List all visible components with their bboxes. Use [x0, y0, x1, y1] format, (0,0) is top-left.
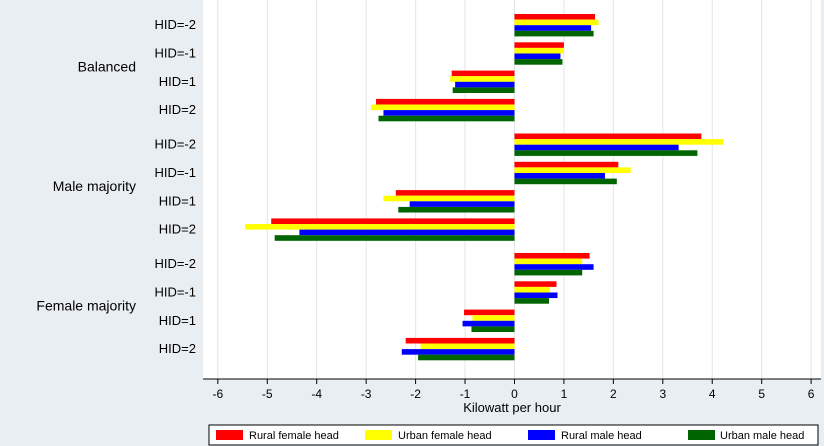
bar: [514, 139, 724, 145]
bar: [514, 253, 590, 259]
bar: [514, 150, 698, 156]
category-label: HID=1: [159, 193, 196, 208]
bar: [451, 70, 515, 77]
bar: [472, 315, 515, 321]
bar: [401, 349, 515, 355]
x-tick-label: -6: [212, 387, 223, 401]
legend-label: Urban female head: [398, 430, 492, 442]
bar: [450, 76, 515, 82]
bar: [418, 354, 515, 361]
category-label: HID=1: [159, 74, 196, 89]
x-tick-label: 4: [709, 387, 716, 401]
bar: [514, 133, 702, 140]
grid-lines: [217, 0, 812, 379]
bar: [398, 206, 515, 213]
group-label: Female majority: [36, 298, 136, 314]
bar: [383, 110, 515, 116]
x-axis-label: Kilowatt per hour: [463, 400, 561, 415]
category-label: HID=-1: [154, 46, 196, 61]
bar: [514, 292, 558, 299]
bar: [514, 298, 550, 304]
bar: [378, 115, 515, 122]
bar: [395, 190, 515, 196]
x-tick-label: 1: [561, 387, 568, 401]
x-tick-label: -3: [361, 387, 372, 401]
legend-box: [208, 424, 819, 446]
bar: [514, 286, 551, 293]
category-label: HID=-2: [154, 17, 196, 32]
bar: [514, 59, 563, 65]
bar: [514, 258, 583, 265]
category-label: HID=2: [159, 222, 196, 237]
bar: [514, 30, 594, 37]
bar: [514, 144, 679, 151]
legend: Rural female head Urban female head Rural …: [208, 424, 819, 446]
category-label: HID=2: [159, 341, 196, 356]
category-label: HID=-1: [154, 285, 196, 300]
group-label: Male majority: [53, 178, 136, 194]
bar: [383, 195, 515, 202]
bars-layer: [245, 14, 724, 361]
category-label: HID=-2: [154, 256, 196, 271]
y-axis-labels: HID=-2 HID=-1 HID=1 HID=2 Balanced HID=-2 HID=…: [36, 17, 196, 356]
x-tick-label: 3: [659, 387, 666, 401]
x-tick-label: 6: [808, 387, 815, 401]
category-label: HID=1: [159, 313, 196, 328]
bar: [514, 161, 619, 168]
bar: [514, 173, 605, 179]
bar: [514, 53, 561, 60]
category-label: HID=-1: [154, 165, 196, 180]
bar: [514, 269, 583, 276]
bar: [514, 47, 564, 54]
bar: [514, 42, 564, 48]
bar: [514, 281, 557, 287]
bar: [299, 229, 515, 236]
x-tick-label: 2: [610, 387, 617, 401]
bar: [245, 224, 515, 230]
bar: [409, 201, 515, 207]
bar: [514, 25, 592, 31]
bar: [271, 218, 515, 224]
x-tick-label: -4: [311, 387, 322, 401]
bar: [452, 87, 515, 93]
bar: [455, 81, 515, 88]
bar: [514, 167, 631, 173]
legend-swatch: [216, 430, 243, 440]
bar: [376, 98, 515, 105]
bar: [464, 309, 515, 316]
bar: [405, 337, 515, 344]
bar: [514, 264, 594, 270]
group-label: Balanced: [78, 59, 136, 75]
bar: [514, 14, 596, 20]
legend-swatch: [365, 430, 392, 440]
bar: [514, 178, 617, 185]
category-label: HID=-2: [154, 137, 196, 152]
bar: [462, 320, 515, 327]
bar: [514, 19, 599, 26]
bar: [371, 104, 515, 111]
x-tick-label: 0: [511, 387, 518, 401]
legend-swatch: [688, 430, 715, 440]
x-tick-label: -1: [460, 387, 471, 401]
legend-label: Rural male head: [561, 430, 642, 442]
category-label: HID=2: [159, 102, 196, 117]
bar: [471, 326, 515, 332]
x-tick-label: -5: [262, 387, 273, 401]
x-tick-label: -2: [410, 387, 421, 401]
x-axis-ticks: -6 -5 -4 -3 -2 -1 0 1 2 3 4 5 6: [212, 379, 815, 401]
bar: [420, 343, 515, 350]
legend-label: Urban male head: [720, 430, 804, 442]
legend-label: Rural female head: [249, 430, 339, 442]
bar: [274, 235, 515, 241]
legend-swatch: [528, 430, 555, 440]
x-tick-label: 5: [758, 387, 765, 401]
